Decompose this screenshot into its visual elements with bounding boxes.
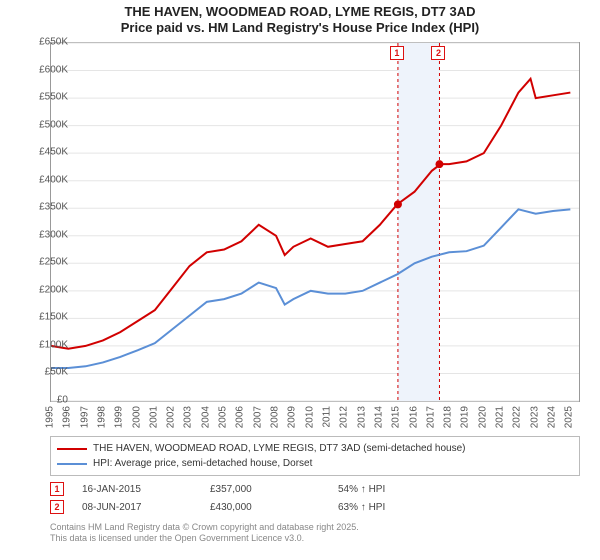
sale-date-2: 08-JUN-2017	[82, 502, 192, 513]
x-tick-label: 2022	[512, 406, 523, 428]
sales-row-2: 2 08-JUN-2017 £430,000 63% ↑ HPI	[50, 498, 580, 516]
y-tick-label: £600K	[23, 64, 68, 75]
footer-line-1: Contains HM Land Registry data © Crown c…	[50, 522, 580, 533]
y-tick-label: £150K	[23, 312, 68, 323]
legend-label-0: THE HAVEN, WOODMEAD ROAD, LYME REGIS, DT…	[93, 441, 466, 456]
sale-date-1: 16-JAN-2015	[82, 484, 192, 495]
x-tick-label: 2007	[252, 406, 263, 428]
y-tick-label: £400K	[23, 174, 68, 185]
y-tick-label: £500K	[23, 119, 68, 130]
x-tick-label: 1999	[114, 406, 125, 428]
y-tick-label: £100K	[23, 339, 68, 350]
x-tick-label: 1996	[62, 406, 73, 428]
x-tick-label: 2010	[304, 406, 315, 428]
title-block: THE HAVEN, WOODMEAD ROAD, LYME REGIS, DT…	[0, 0, 600, 37]
legend-swatch-0	[57, 448, 87, 450]
x-tick-label: 2018	[443, 406, 454, 428]
footer: Contains HM Land Registry data © Crown c…	[50, 522, 580, 545]
x-tick-label: 2005	[218, 406, 229, 428]
x-tick-label: 2024	[547, 406, 558, 428]
x-tick-label: 2012	[339, 406, 350, 428]
y-tick-label: £200K	[23, 284, 68, 295]
x-tick-label: 2013	[356, 406, 367, 428]
x-tick-label: 2003	[183, 406, 194, 428]
x-tick-label: 2011	[321, 406, 332, 428]
x-tick-label: 2019	[460, 406, 471, 428]
y-tick-label: £0	[23, 395, 68, 406]
x-tick-label: 2021	[495, 406, 506, 428]
title-line-2: Price paid vs. HM Land Registry's House …	[0, 20, 600, 36]
x-tick-label: 2025	[564, 406, 575, 428]
sale-marker-2: 2	[50, 500, 64, 514]
sale-hpi-1: 54% ↑ HPI	[338, 484, 478, 495]
chart-plot-area	[50, 42, 580, 402]
sale-callout-1: 1	[390, 46, 404, 60]
x-tick-label: 1997	[79, 406, 90, 428]
x-tick-label: 2015	[391, 406, 402, 428]
sales-row-1: 1 16-JAN-2015 £357,000 54% ↑ HPI	[50, 480, 580, 498]
title-line-1: THE HAVEN, WOODMEAD ROAD, LYME REGIS, DT…	[0, 4, 600, 20]
x-tick-label: 2000	[131, 406, 142, 428]
x-tick-label: 2006	[235, 406, 246, 428]
y-tick-label: £300K	[23, 229, 68, 240]
legend-item-series-1: HPI: Average price, semi-detached house,…	[57, 456, 573, 471]
legend-swatch-1	[57, 463, 87, 465]
x-tick-label: 2009	[287, 406, 298, 428]
y-tick-label: £650K	[23, 37, 68, 48]
legend: THE HAVEN, WOODMEAD ROAD, LYME REGIS, DT…	[50, 436, 580, 476]
x-tick-label: 2001	[148, 406, 159, 428]
x-tick-label: 2017	[425, 406, 436, 428]
legend-item-series-0: THE HAVEN, WOODMEAD ROAD, LYME REGIS, DT…	[57, 441, 573, 456]
sale-callout-2: 2	[431, 46, 445, 60]
y-tick-label: £50K	[23, 367, 68, 378]
x-tick-label: 2016	[408, 406, 419, 428]
x-tick-label: 1998	[96, 406, 107, 428]
y-tick-label: £550K	[23, 92, 68, 103]
x-tick-label: 1995	[45, 406, 56, 428]
legend-label-1: HPI: Average price, semi-detached house,…	[93, 456, 312, 471]
footer-line-2: This data is licensed under the Open Gov…	[50, 533, 580, 544]
x-tick-label: 2004	[200, 406, 211, 428]
chart-svg	[51, 43, 579, 401]
sale-hpi-2: 63% ↑ HPI	[338, 502, 478, 513]
y-tick-label: £350K	[23, 202, 68, 213]
x-tick-label: 2020	[477, 406, 488, 428]
x-tick-label: 2002	[166, 406, 177, 428]
figure: THE HAVEN, WOODMEAD ROAD, LYME REGIS, DT…	[0, 0, 600, 560]
sales-table: 1 16-JAN-2015 £357,000 54% ↑ HPI 2 08-JU…	[50, 480, 580, 516]
x-tick-label: 2008	[270, 406, 281, 428]
sale-marker-1: 1	[50, 482, 64, 496]
y-tick-label: £250K	[23, 257, 68, 268]
y-tick-label: £450K	[23, 147, 68, 158]
sale-price-1: £357,000	[210, 484, 320, 495]
sale-price-2: £430,000	[210, 502, 320, 513]
x-tick-label: 2023	[529, 406, 540, 428]
x-tick-label: 2014	[373, 406, 384, 428]
